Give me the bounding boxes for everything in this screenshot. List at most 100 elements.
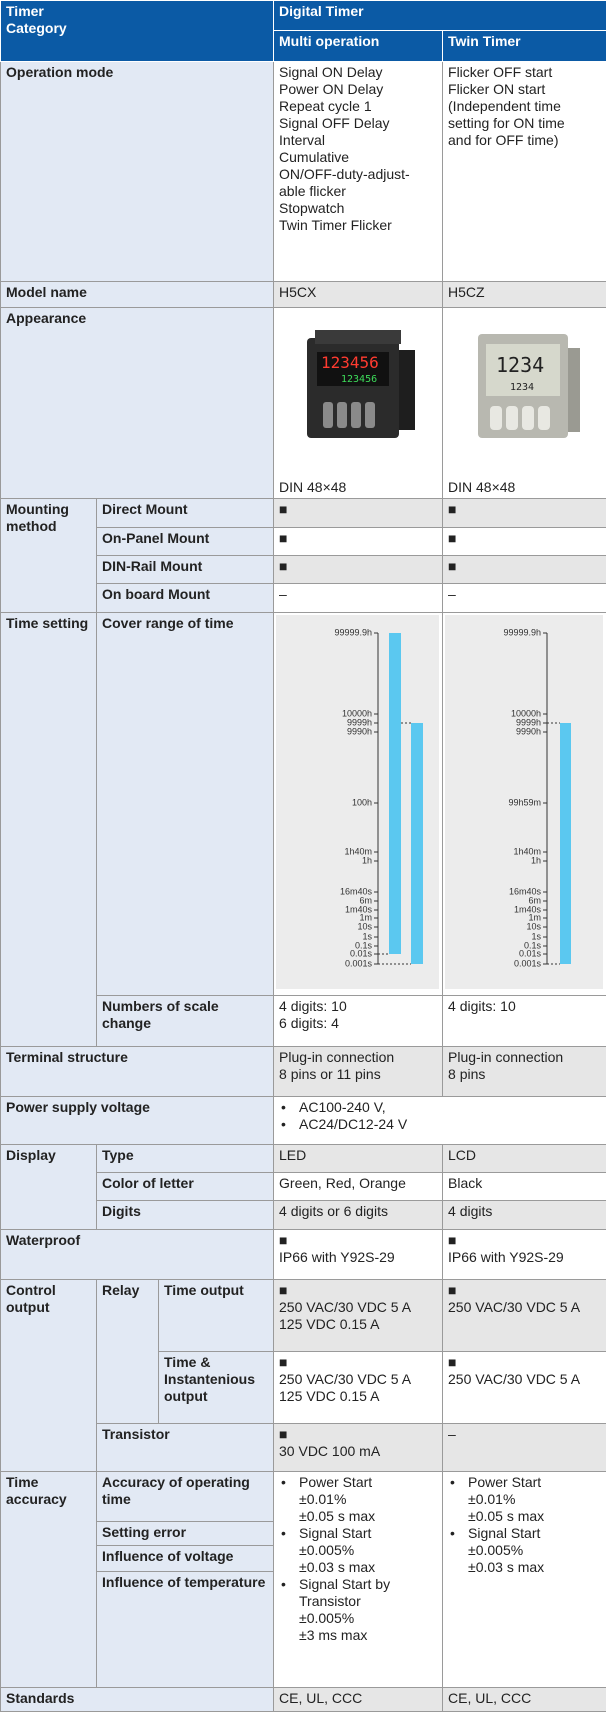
text-line: 30 VDC 100 mA bbox=[279, 1443, 381, 1459]
cell: ■ bbox=[442, 498, 606, 528]
cell: AC100-240 V,AC24/DC12-24 V bbox=[273, 1096, 606, 1145]
cell: ■ bbox=[273, 498, 444, 528]
tick-label: 16m40s bbox=[509, 886, 542, 896]
tick-label: 1s bbox=[363, 931, 373, 941]
text-line: 8 pins or 11 pins bbox=[279, 1066, 381, 1082]
text-line: (Independent time bbox=[448, 98, 561, 114]
cell: ■ 250 VAC/30 VDC 5 A 125 VDC 0.15 A bbox=[273, 1279, 444, 1352]
tick-label: 0.1s bbox=[524, 940, 542, 950]
tick-label: 1m40s bbox=[345, 904, 373, 914]
cell: Flicker OFF start Flicker ON start (Indepe… bbox=[442, 61, 606, 282]
text-line: IP66 with Y92S-29 bbox=[279, 1249, 395, 1265]
text-line: able flicker bbox=[279, 183, 346, 199]
row-label: Terminal structure bbox=[0, 1046, 275, 1097]
range-bar bbox=[389, 633, 402, 954]
tick-label: 10s bbox=[358, 921, 373, 931]
text-line: ±0.03 s max bbox=[299, 1559, 376, 1575]
tick-label: 10000h bbox=[342, 708, 372, 718]
text-line: ■ bbox=[279, 1282, 288, 1298]
sub-label: Setting error bbox=[95, 1521, 275, 1546]
tick-label: 0.001s bbox=[345, 958, 373, 968]
cell: – bbox=[442, 1423, 606, 1472]
text-line: ±0.005% bbox=[468, 1542, 524, 1558]
sub-label: Time & Instantenious output bbox=[157, 1351, 275, 1424]
bullet-list: AC100-240 V,AC24/DC12-24 V bbox=[279, 1099, 601, 1133]
cell: 4 digits bbox=[442, 1200, 606, 1230]
text-line: 8 pins bbox=[448, 1066, 486, 1082]
text-line: ■ bbox=[279, 1354, 288, 1370]
tick-label: 0.001s bbox=[514, 958, 542, 968]
row-label: Display bbox=[0, 1144, 97, 1230]
sub-label: Cover range of time bbox=[95, 612, 275, 996]
cell: Green, Red, Orange bbox=[273, 1172, 444, 1201]
bullet-title: Power Start bbox=[468, 1474, 542, 1490]
tick-label: 9999h bbox=[516, 717, 541, 727]
tick-label: 0.01s bbox=[519, 948, 542, 958]
sub-label: Influence of temperature bbox=[95, 1571, 275, 1688]
cell: ■ bbox=[442, 527, 606, 556]
cell: – bbox=[273, 583, 444, 613]
sub-label: On-Panel Mount bbox=[95, 527, 275, 556]
tick-label: 1h bbox=[362, 855, 372, 865]
cell: Black bbox=[442, 1172, 606, 1201]
tick-label: 99999.9h bbox=[334, 627, 372, 637]
cell: CE, UL, CCC bbox=[442, 1687, 606, 1712]
cell: 4 digits or 6 digits bbox=[273, 1200, 444, 1230]
bullet-title: Signal Start bbox=[468, 1525, 541, 1541]
row-label: Operation mode bbox=[0, 61, 275, 282]
product-name: Twin Timer bbox=[442, 30, 606, 62]
cell: – bbox=[442, 583, 606, 613]
tick-label: 16m40s bbox=[340, 886, 373, 896]
text-line: and for OFF time) bbox=[448, 132, 559, 148]
tick-label: 1s bbox=[532, 931, 542, 941]
svg-text:123456: 123456 bbox=[341, 374, 377, 385]
range-bar bbox=[411, 723, 424, 964]
text-line: ■ bbox=[279, 1232, 288, 1248]
text-line: Cumulative bbox=[279, 149, 350, 165]
svg-text:1234: 1234 bbox=[510, 382, 534, 393]
text-line: ■ bbox=[279, 1426, 288, 1442]
row-label: Model name bbox=[0, 281, 275, 308]
tick-label: 10000h bbox=[511, 708, 541, 718]
tick-label: 1m bbox=[360, 912, 373, 922]
bullet-item: Power Start±0.01%±0.05 s max bbox=[448, 1474, 601, 1525]
caption: DIN 48×48 bbox=[279, 479, 347, 495]
text-line: ±0.005% bbox=[299, 1542, 355, 1558]
sub-label: Influence of voltage bbox=[95, 1545, 275, 1572]
product-name: Multi operation bbox=[273, 30, 444, 62]
text-line: 250 VAC/30 VDC 5 A bbox=[448, 1299, 581, 1315]
tick-label: 9990h bbox=[516, 726, 541, 736]
text-line: ±0.01% bbox=[299, 1491, 347, 1507]
text-line: ■ bbox=[448, 1232, 457, 1248]
chart-bg bbox=[445, 615, 604, 989]
text-line: ■ bbox=[448, 1354, 457, 1370]
product-image: 1234 1234 bbox=[478, 334, 581, 438]
text-line: IP66 with Y92S-29 bbox=[448, 1249, 564, 1265]
sub-label: Accuracy of operating time bbox=[95, 1471, 275, 1522]
header-category: Timer Category bbox=[0, 0, 275, 62]
cell: H5CX bbox=[273, 281, 444, 308]
cell: Plug-in connection 8 pins or 11 pins bbox=[273, 1046, 444, 1097]
text-line: – bbox=[448, 1426, 456, 1442]
cell: ■ 250 VAC/30 VDC 5 A bbox=[442, 1279, 606, 1352]
row-label: Waterproof bbox=[0, 1229, 275, 1280]
tick-label: 6m bbox=[529, 895, 542, 905]
cell: 123456 123456 DIN 48×48 bbox=[273, 307, 444, 499]
bullet-title: Power Start bbox=[299, 1474, 373, 1490]
svg-text:123456: 123456 bbox=[321, 353, 379, 372]
sub-label: Type bbox=[95, 1144, 275, 1173]
bullet-title: Signal Start by Transistor bbox=[299, 1576, 391, 1609]
sub-label: Direct Mount bbox=[95, 498, 275, 528]
cell: Power Start±0.01%±0.05 s maxSignal Start… bbox=[273, 1471, 444, 1688]
bullet-list: Power Start±0.01%±0.05 s maxSignal Start… bbox=[448, 1474, 601, 1576]
appearance: 123456 123456 DIN 48×48 bbox=[279, 310, 437, 496]
cell: ■ bbox=[273, 555, 444, 584]
cell: ■ bbox=[442, 555, 606, 584]
text-line: ±0.03 s max bbox=[468, 1559, 545, 1575]
text-line: 125 VDC 0.15 A bbox=[279, 1316, 380, 1332]
tick-label: 100h bbox=[352, 797, 372, 807]
text-line: Power ON Delay bbox=[279, 81, 384, 97]
